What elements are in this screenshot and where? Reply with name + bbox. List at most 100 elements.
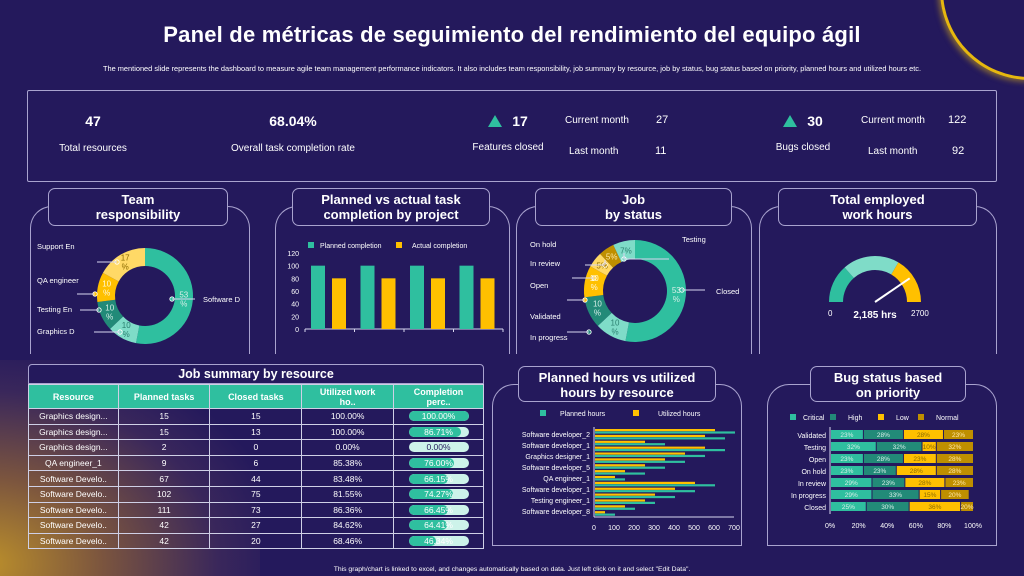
title-line: Planned hours vs utilized	[538, 370, 696, 385]
column-header[interactable]: Utilized work ho..	[301, 384, 395, 409]
donut-slice	[110, 316, 140, 344]
bar-utilized-hours	[595, 499, 645, 502]
progress-label: 76.00%	[424, 458, 453, 469]
completion-progress-bar: 0.00%	[408, 442, 469, 453]
completion-cell: 100.00%	[393, 408, 484, 425]
table-row: Software Develo.. 67 44 83.48% 66.15%	[28, 470, 484, 487]
bar-segment-low	[903, 430, 943, 439]
segment-value-label: 32%	[948, 444, 961, 451]
page-title: Panel de métricas de seguimiento del ren…	[163, 22, 861, 47]
x-tick-label: 20%	[852, 523, 866, 530]
card-title-work-hours: Total employed work hours	[778, 188, 977, 226]
segment-value-label: 15%	[923, 492, 936, 499]
bar-planned-completion	[410, 265, 424, 329]
bar-segment-critical	[831, 478, 872, 487]
planned-tasks-cell: 2	[117, 439, 211, 456]
bugs-last-label: Last month	[868, 146, 918, 157]
gauge-max-label: 2700	[911, 309, 929, 318]
legend-label: Critical	[803, 415, 825, 422]
utilized-hours-cell: 100.00%	[301, 423, 395, 441]
segment-value-label: 23%	[953, 480, 966, 487]
kpi-value: 17	[512, 113, 528, 129]
x-tick-label: 200	[628, 525, 640, 532]
y-category-label: Graphics designer_1	[525, 454, 590, 461]
resource-cell: Graphics design...	[28, 408, 119, 425]
x-tick-label: 60%	[909, 523, 923, 530]
resource-cell: Graphics design...	[28, 439, 119, 456]
column-header[interactable]: Resource	[28, 384, 119, 409]
page-subtitle: The mentioned slide represents the dashb…	[102, 64, 922, 73]
bar-planned-hours	[595, 431, 735, 434]
column-header[interactable]: Closed tasks	[209, 384, 303, 409]
x-tick-label: 0%	[825, 523, 835, 530]
footer-note: This graph/chart is linked to excel, and…	[333, 566, 691, 573]
bar-utilized-hours	[595, 464, 645, 467]
bar-planned-hours	[595, 443, 665, 446]
bar-segment-low	[905, 478, 945, 487]
segment-value-label: 20%	[948, 492, 961, 499]
bugs-last-value: 92	[952, 145, 965, 157]
bar-segment-normal	[943, 430, 973, 439]
bar-segment-critical	[831, 466, 863, 475]
features-current-value: 27	[656, 114, 669, 126]
donut-slice	[97, 299, 124, 329]
closed-tasks-cell: 73	[209, 501, 303, 519]
bar-segment-critical	[831, 442, 876, 451]
x-tick-label: 100%	[964, 523, 982, 530]
legend-label: Actual completion	[412, 243, 467, 250]
table-row: Software Develo.. 42 27 84.62% 64.41%	[28, 517, 484, 534]
y-category-label: On hold	[801, 469, 826, 476]
y-category-label: Open	[809, 457, 826, 464]
segment-value-label: 23%	[952, 432, 965, 439]
bar-utilized-hours	[595, 493, 655, 496]
planned-tasks-cell: 102	[117, 485, 211, 503]
bar-utilized-hours	[595, 440, 645, 443]
completion-progress-bar: 66.45%	[408, 504, 469, 515]
segment-value-label: 20%	[961, 504, 974, 511]
kpi-panel: 47 Total resources 68.04% Overall task c…	[27, 90, 997, 182]
bar-planned-hours	[595, 449, 725, 452]
column-header[interactable]: Planned tasks	[117, 384, 211, 409]
utilized-hours-cell: 68.46%	[301, 532, 395, 550]
slice-value-label: 10%	[102, 280, 111, 298]
resource-cell: Graphics design...	[28, 423, 119, 441]
bar-segment-normal	[936, 442, 973, 451]
resource-cell: Software Develo..	[28, 532, 119, 550]
progress-label: 100.00%	[421, 411, 456, 422]
title-line: Total employed	[830, 192, 925, 207]
segment-value-label: 29%	[845, 480, 858, 487]
slice-category-label: Testing	[682, 235, 706, 244]
table-row: Software Develo.. 102 75 81.55% 74.27%	[28, 485, 484, 503]
segment-value-label: 23%	[840, 456, 853, 463]
team-responsibility-donut: 53 % Software D 10 % Graphics D 10 % Testing En 1…	[37, 242, 241, 344]
bar-planned-completion	[311, 265, 325, 329]
gauge-needle	[874, 277, 911, 303]
legend-swatch	[878, 414, 884, 420]
bar-segment-critical	[831, 502, 866, 511]
segment-value-label: 32%	[847, 444, 860, 451]
slice-value-label: 10%	[611, 318, 620, 336]
completion-progress-bar: 46.34%	[408, 536, 469, 547]
planned-tasks-cell: 15	[117, 408, 211, 425]
bar-segment-normal	[945, 478, 973, 487]
slice-value-label: 10%	[593, 300, 602, 318]
bar-segment-normal	[936, 466, 973, 475]
bar-utilized-hours	[595, 429, 715, 432]
segment-value-label: 23%	[840, 468, 853, 475]
progress-label: 86.71%	[424, 426, 453, 437]
bar-segment-low	[909, 502, 961, 511]
bar-utilized-hours	[595, 446, 705, 449]
legend-swatch	[790, 414, 796, 420]
title-line: on priority	[855, 385, 921, 400]
bar-utilized-hours	[595, 475, 615, 479]
planned-tasks-cell: 67	[117, 470, 211, 487]
bar-segment-normal	[961, 502, 973, 511]
utilized-hours-cell: 0.00%	[301, 439, 395, 456]
column-header[interactable]: Completion perc..	[393, 384, 484, 409]
segment-value-label: 10%	[923, 444, 936, 451]
progress-label: 74.27%	[424, 489, 453, 500]
bar-planned-hours	[595, 507, 635, 510]
segment-value-label: 23%	[913, 456, 926, 463]
bar-segment-high	[863, 430, 903, 439]
